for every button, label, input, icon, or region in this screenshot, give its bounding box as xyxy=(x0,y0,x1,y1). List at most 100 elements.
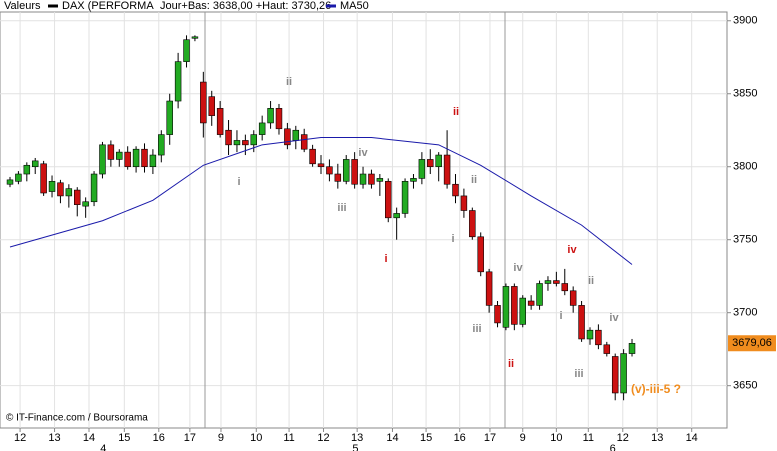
x-tick-label: 14 xyxy=(386,432,398,444)
wave-label: iii xyxy=(472,323,481,335)
candle-body xyxy=(23,164,31,175)
credit: © IT-Finance.com / Boursorama xyxy=(6,413,148,424)
candle-body xyxy=(200,81,207,124)
plot-frame xyxy=(0,11,728,429)
candle-body xyxy=(317,163,325,168)
y-tick-label: 3900 xyxy=(733,15,757,27)
candle-body xyxy=(107,144,115,160)
candle-body xyxy=(116,151,123,160)
candle-body xyxy=(309,148,316,165)
candle-body xyxy=(351,159,358,185)
wave-label: ii xyxy=(286,76,292,88)
wave-label: iv xyxy=(567,244,577,256)
candle-body xyxy=(578,305,585,340)
wave-label: i xyxy=(237,176,240,188)
y-tick-label: 3800 xyxy=(733,161,757,173)
x-tick-label: 13 xyxy=(351,432,363,444)
day-label: 6 xyxy=(610,443,616,451)
candle-body xyxy=(502,286,510,328)
candle-body xyxy=(242,140,249,146)
wave-label: ii xyxy=(508,358,514,370)
candle-body xyxy=(511,286,518,325)
candle-body xyxy=(174,61,182,102)
candle-body xyxy=(267,108,274,124)
candle-body xyxy=(90,173,98,203)
candle-body xyxy=(300,134,308,150)
candle-body xyxy=(519,297,526,325)
candle-body xyxy=(469,210,476,238)
x-tick-label: 15 xyxy=(420,432,432,444)
candle-body xyxy=(628,343,636,354)
candle-body xyxy=(141,148,148,168)
grid xyxy=(0,12,727,428)
candle-body xyxy=(595,329,602,346)
x-tick-label: 12 xyxy=(617,432,629,444)
candle-body xyxy=(225,129,232,146)
candle-body xyxy=(149,154,157,168)
candle-body xyxy=(485,271,493,306)
marks xyxy=(6,35,636,401)
candle-body xyxy=(31,160,39,168)
last-price-box xyxy=(728,335,776,352)
x-tick-label: 14 xyxy=(83,432,95,444)
wave-label: i xyxy=(559,310,562,322)
last-price-label: 3679,06 xyxy=(732,337,772,349)
candle-body xyxy=(40,163,47,194)
candle-body xyxy=(124,151,131,168)
y-tick-label: 3850 xyxy=(733,88,757,100)
wave-label: iv xyxy=(358,147,368,159)
legend-title: Valeurs xyxy=(4,0,41,12)
wave-label: iii xyxy=(574,368,583,380)
wave-label: i xyxy=(384,253,387,265)
candle-body xyxy=(418,159,426,179)
wave-label: ii xyxy=(471,174,477,186)
y-tick-label: 3650 xyxy=(733,380,757,392)
candle-body xyxy=(435,154,442,168)
candle-body xyxy=(57,182,64,197)
candle-body xyxy=(166,100,173,135)
legend-label: DAX (PERFORMA xyxy=(62,0,154,12)
x-tick-label: 13 xyxy=(651,432,663,444)
wave-label: i xyxy=(451,233,454,245)
x-tick-label: 9 xyxy=(218,432,224,444)
candle-body xyxy=(99,144,106,175)
wave-label: ii xyxy=(453,106,459,118)
candle-body xyxy=(132,148,140,168)
candle-body xyxy=(376,178,384,182)
candle-body xyxy=(368,173,375,185)
legend-label: MA50 xyxy=(340,0,369,12)
candle-body xyxy=(158,134,165,156)
candle-body xyxy=(258,122,266,135)
candle-body xyxy=(216,108,224,135)
candle-body xyxy=(334,173,342,182)
ma-line xyxy=(9,137,633,265)
candle-body xyxy=(326,166,333,175)
candle-body xyxy=(74,189,81,205)
y-tick-label: 3700 xyxy=(733,307,757,319)
candle-body xyxy=(359,173,367,185)
candle-body xyxy=(208,96,215,116)
candle-body xyxy=(460,195,468,211)
candle-body xyxy=(82,201,89,207)
candle-body xyxy=(494,305,501,324)
candle-body xyxy=(275,108,283,130)
wave-label: (v)-iii-5 ? xyxy=(631,382,681,396)
candle-body xyxy=(292,129,300,141)
candle-body xyxy=(569,290,577,306)
y-tick-label: 3750 xyxy=(733,234,757,246)
candle-body xyxy=(611,356,619,394)
subtitle: Jour+Bas: 3638,00 +Haut: 3730,26 xyxy=(160,0,331,12)
candle-body xyxy=(401,181,409,214)
candle-body xyxy=(544,280,552,284)
candle-body xyxy=(284,128,291,146)
candle-body xyxy=(427,159,434,168)
x-tick-label: 14 xyxy=(686,432,698,444)
candle-body xyxy=(15,173,22,182)
x-tick-label: 11 xyxy=(283,432,294,444)
candle-body xyxy=(443,154,451,185)
candle-body xyxy=(65,188,73,197)
candle-body xyxy=(393,213,400,219)
x-tick-label: 15 xyxy=(118,432,130,444)
candle-body xyxy=(477,236,484,273)
